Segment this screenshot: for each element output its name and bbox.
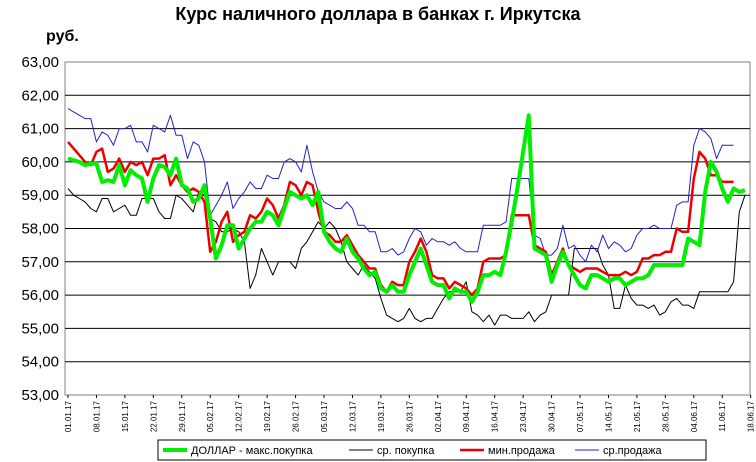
x-tick-label: 02.04.17 [434, 400, 443, 432]
y-tick-label: 57,00 [21, 254, 59, 271]
y-tick-label: 56,00 [21, 287, 59, 304]
x-tick-label: 28.05.17 [661, 400, 670, 432]
x-tick-label: 07.05.17 [576, 400, 585, 432]
y-tick-label: 58,00 [21, 221, 59, 238]
series-line-1 [67, 188, 746, 326]
x-tick-label: 19.02.17 [263, 400, 272, 432]
x-tick-label: 04.06.17 [690, 400, 699, 432]
y-tick-label: 55,00 [21, 320, 59, 337]
x-tick-label: 12.02.17 [235, 400, 244, 432]
series-line-0 [67, 113, 746, 304]
x-tick-label: 30.04.17 [548, 400, 557, 432]
y-tick-label: 54,00 [21, 354, 59, 371]
legend-label: ДОЛЛАР - макс.покупка [191, 445, 313, 457]
y-tick-label: 61,00 [21, 121, 59, 138]
x-tick-label: 18.06.17 [747, 400, 756, 432]
chart-title: Курс наличного доллара в банках г. Иркут… [175, 4, 581, 24]
legend: ДОЛЛАР - макс.покупка ср. покупка мин.прод… [157, 439, 707, 461]
x-tick-label: 14.05.17 [604, 400, 613, 432]
x-tick-label: 23.04.17 [519, 400, 528, 432]
x-tick-label: 08.01.17 [92, 400, 101, 432]
y-tick-label: 63,00 [21, 54, 59, 71]
legend-label: ср. покупка [377, 445, 435, 457]
x-tick-label: 19.03.17 [377, 400, 386, 432]
legend-label: ср.продажа [603, 445, 663, 457]
x-tick-label: 26.02.17 [292, 400, 301, 432]
y-tick-label: 59,00 [21, 187, 59, 204]
x-tick-label: 16.04.17 [491, 400, 500, 432]
x-tick-label: 15.01.17 [121, 400, 130, 432]
x-axis-ticks: 01.01.17 08.01.17 15.01.17 22.01.17 29.01.17… [64, 395, 756, 432]
x-tick-label: 22.01.17 [149, 400, 158, 432]
grid-lines [65, 94, 750, 363]
x-tick-label: 21.05.17 [633, 400, 642, 432]
x-tick-label: 05.02.17 [206, 400, 215, 432]
series-lines [67, 108, 746, 326]
legend-box [157, 439, 707, 461]
x-tick-label: 12.03.17 [348, 400, 357, 432]
y-tick-label: 62,00 [21, 87, 59, 104]
y-tick-label: 60,00 [21, 154, 59, 171]
x-tick-label: 05.03.17 [320, 400, 329, 432]
y-tick-label: 53,00 [21, 387, 59, 404]
series-line-3 [67, 108, 734, 263]
x-tick-label: 26.03.17 [405, 400, 414, 432]
y-axis-unit-label: руб. [46, 28, 79, 45]
y-axis-ticks: 53,00 54,00 55,00 56,00 57,00 58,00 59,00 60,00… [21, 54, 59, 404]
legend-label: мин.продажа [488, 445, 556, 457]
x-tick-label: 01.01.17 [64, 400, 73, 432]
x-tick-label: 29.01.17 [178, 400, 187, 432]
x-tick-label: 11.06.17 [718, 400, 727, 431]
x-tick-label: 09.04.17 [462, 400, 471, 432]
